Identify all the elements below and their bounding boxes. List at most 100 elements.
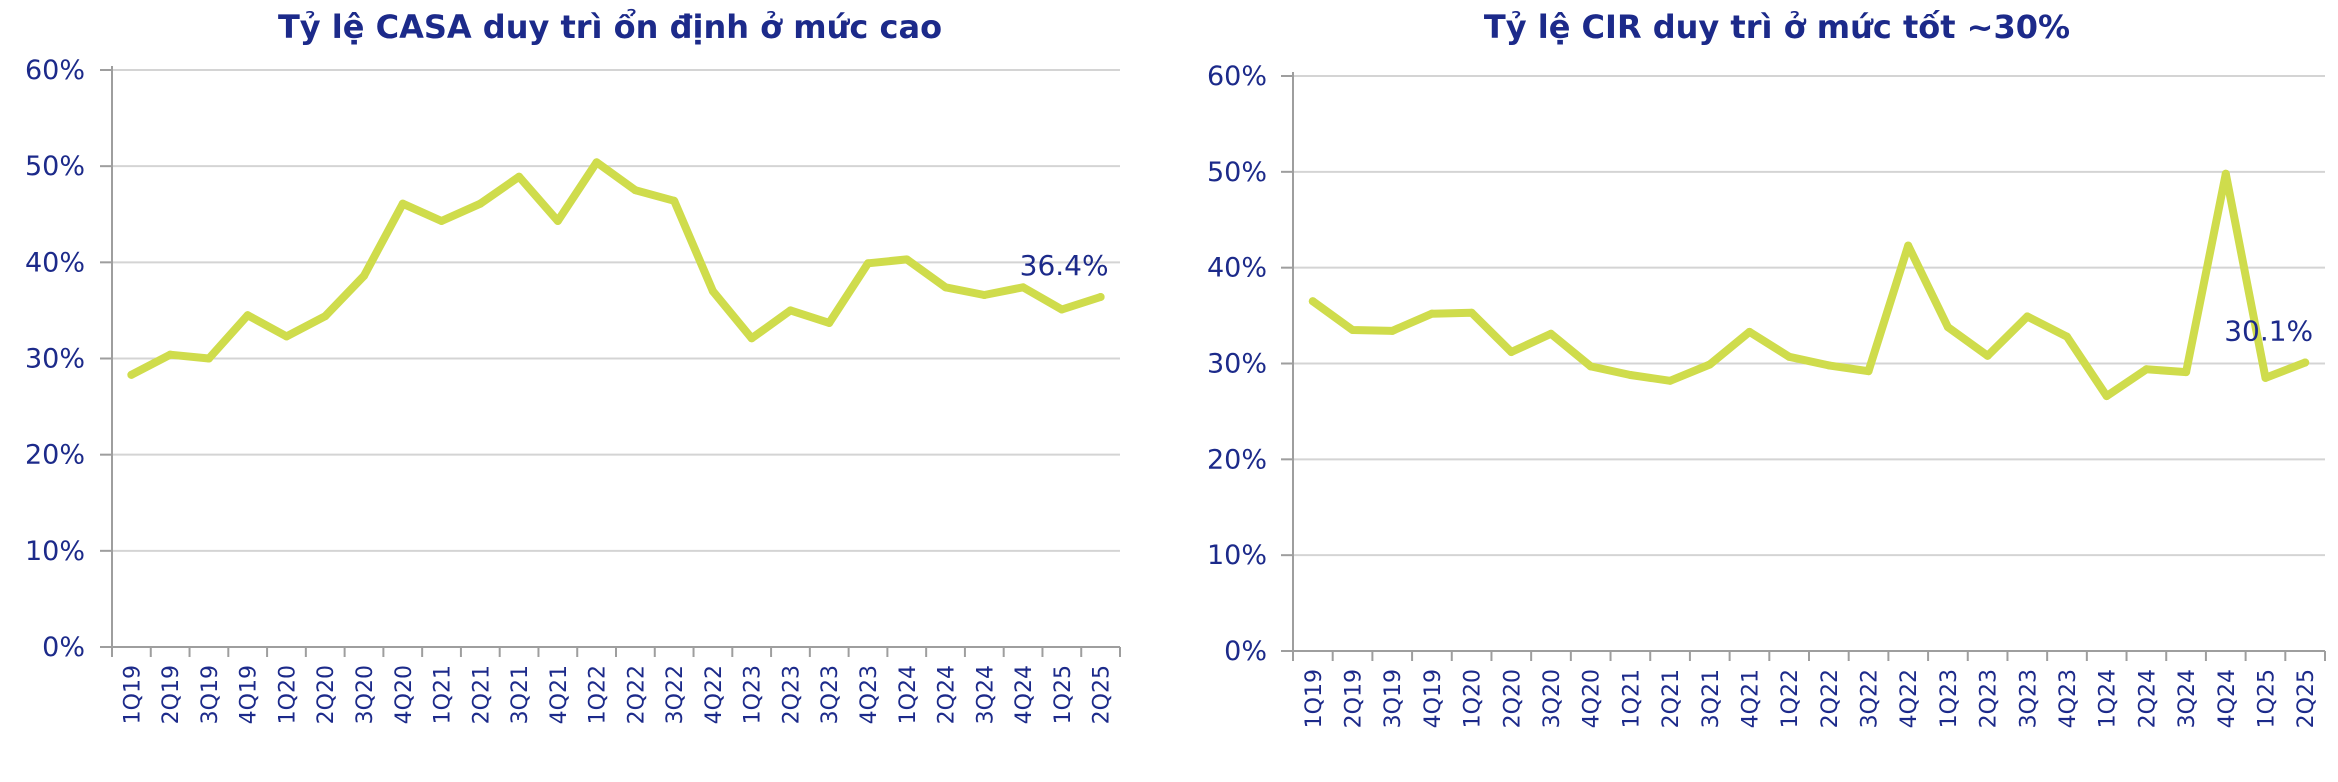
casa-data-point	[786, 306, 795, 315]
casa-x-tick-label: 3Q19	[198, 665, 223, 724]
cir-data-point	[1467, 308, 1476, 317]
casa-y-tick-label: 10%	[25, 536, 85, 567]
casa-data-point	[592, 158, 601, 167]
casa-x-tick-label: 1Q20	[275, 665, 300, 724]
casa-x-tick-label: 4Q24	[1012, 665, 1037, 724]
casa-series-line	[127, 158, 1105, 379]
cir-x-tick-label: 1Q23	[1937, 669, 1962, 728]
casa-y-tick-label: 40%	[25, 247, 85, 278]
casa-x-tick-label: 1Q23	[741, 665, 766, 724]
cir-chart-title: Tỷ lệ CIR duy trì ở mức tốt ~30%	[1484, 8, 2070, 46]
casa-x-tick-label: 1Q22	[586, 665, 611, 724]
casa-y-tick-label: 50%	[25, 151, 85, 182]
cir-data-point	[1626, 371, 1635, 379]
cir-x-tick-label: 2Q21	[1659, 669, 1684, 728]
cir-data-point	[1983, 351, 1992, 360]
casa-x-tick-label: 1Q21	[431, 665, 456, 724]
cir-data-point	[1745, 327, 1754, 336]
cir-data-point	[1586, 362, 1595, 371]
cir-data-point	[1348, 325, 1357, 334]
cir-x-tick-label: 2Q20	[1500, 669, 1525, 728]
cir-data-point	[2023, 312, 2032, 321]
casa-x-tick-label: 4Q23	[857, 665, 882, 724]
cir-y-tick-label: 0%	[1224, 636, 1267, 667]
casa-data-point	[670, 196, 679, 205]
casa-chart-title: Tỷ lệ CASA duy trì ổn định ở mức cao	[278, 8, 942, 46]
cir-data-point	[1308, 297, 1317, 306]
cir-data-point	[1666, 376, 1675, 385]
cir-data-point	[2301, 358, 2310, 367]
casa-x-tick-label: 2Q21	[469, 665, 494, 724]
casa-ratio-chart: Tỷ lệ CASA duy trì ổn định ở mức cao 0% 10…	[25, 8, 1121, 724]
cir-y-tick-label: 30%	[1207, 349, 1267, 380]
cir-y-tick-label: 50%	[1207, 157, 1267, 188]
cir-x-tick-label: 4Q23	[2056, 669, 2081, 728]
cir-data-point	[1785, 352, 1794, 361]
casa-x-tick-label: 2Q20	[314, 665, 339, 724]
cir-x-tick-label: 3Q24	[2175, 669, 2200, 728]
cir-y-tick-label: 10%	[1207, 540, 1267, 571]
casa-data-point	[1096, 292, 1105, 301]
casa-x-tick-label: 1Q19	[120, 665, 145, 724]
cir-x-tick-label: 1Q22	[1778, 669, 1803, 728]
cir-x-tick-label: 2Q25	[2294, 669, 2319, 728]
cir-data-point	[2142, 365, 2151, 374]
casa-data-point	[321, 312, 330, 321]
casa-x-tick-label: 3Q23	[818, 665, 843, 724]
cir-ratio-chart: Tỷ lệ CIR duy trì ở mức tốt ~30% 0% 10% 20%…	[1207, 8, 2326, 728]
cir-x-tick-label: 3Q23	[2016, 669, 2041, 728]
cir-data-point	[1824, 361, 1833, 370]
casa-x-tick-label: 4Q21	[547, 665, 572, 724]
cir-x-tick-label: 4Q21	[1738, 669, 1763, 728]
cir-x-tick-label: 2Q19	[1342, 669, 1367, 728]
casa-y-tick-label: 0%	[42, 632, 85, 663]
casa-x-tick-label: 2Q22	[624, 665, 649, 724]
casa-data-label: 36.4%	[1020, 249, 1109, 282]
casa-data-point	[204, 354, 213, 363]
cir-x-tick-label: 3Q22	[1858, 669, 1883, 728]
casa-x-tick-label: 3Q21	[508, 665, 533, 724]
casa-data-point	[980, 291, 989, 300]
casa-data-point	[1019, 283, 1028, 292]
casa-x-tick-label: 4Q19	[237, 665, 262, 724]
casa-y-tick-label: 30%	[25, 344, 85, 375]
casa-data-point	[398, 199, 407, 208]
cir-x-tick-label: 1Q20	[1461, 669, 1486, 728]
casa-data-point	[747, 334, 756, 343]
cir-data-point	[1507, 348, 1516, 356]
casa-x-tick-label: 3Q24	[973, 665, 998, 724]
casa-y-tick-label: 20%	[25, 440, 85, 471]
cir-data-point	[1864, 367, 1873, 376]
casa-data-point	[515, 172, 524, 181]
cir-data-point	[1904, 241, 1913, 250]
cir-data-point	[2063, 332, 2071, 341]
casa-x-tick-label: 2Q25	[1090, 665, 1115, 724]
casa-x-tick-label: 2Q23	[779, 665, 804, 724]
cir-data-point	[2221, 169, 2230, 178]
cir-data-label: 30.1%	[2224, 315, 2313, 348]
casa-data-point	[864, 259, 872, 268]
cir-data-point	[1388, 326, 1397, 335]
casa-x-tick-label: 2Q19	[159, 665, 184, 724]
casa-data-point	[553, 216, 562, 225]
casa-x-tick-label: 3Q22	[663, 665, 688, 724]
cir-data-point	[2261, 373, 2270, 382]
casa-data-point	[1057, 305, 1066, 314]
cir-x-tick-label: 1Q21	[1619, 669, 1644, 728]
cir-data-point	[1943, 323, 1952, 332]
cir-x-tick-label: 2Q23	[1977, 669, 2002, 728]
cir-y-tick-label: 20%	[1207, 444, 1267, 475]
casa-data-point	[127, 370, 136, 379]
casa-data-point	[437, 216, 446, 225]
casa-data-point	[166, 350, 175, 359]
cir-x-tick-label: 3Q21	[1699, 669, 1724, 728]
cir-x-tick-label: 2Q22	[1818, 669, 1843, 728]
cir-x-tick-label: 4Q20	[1580, 669, 1605, 728]
casa-data-point	[708, 287, 717, 296]
cir-x-tick-label: 1Q19	[1302, 669, 1327, 728]
casa-x-tick-label: 2Q24	[935, 665, 960, 724]
cir-x-tick-label: 3Q20	[1540, 669, 1565, 728]
casa-data-point	[282, 332, 291, 341]
cir-x-tick-label: 1Q24	[2096, 669, 2121, 728]
casa-data-point	[941, 283, 950, 292]
